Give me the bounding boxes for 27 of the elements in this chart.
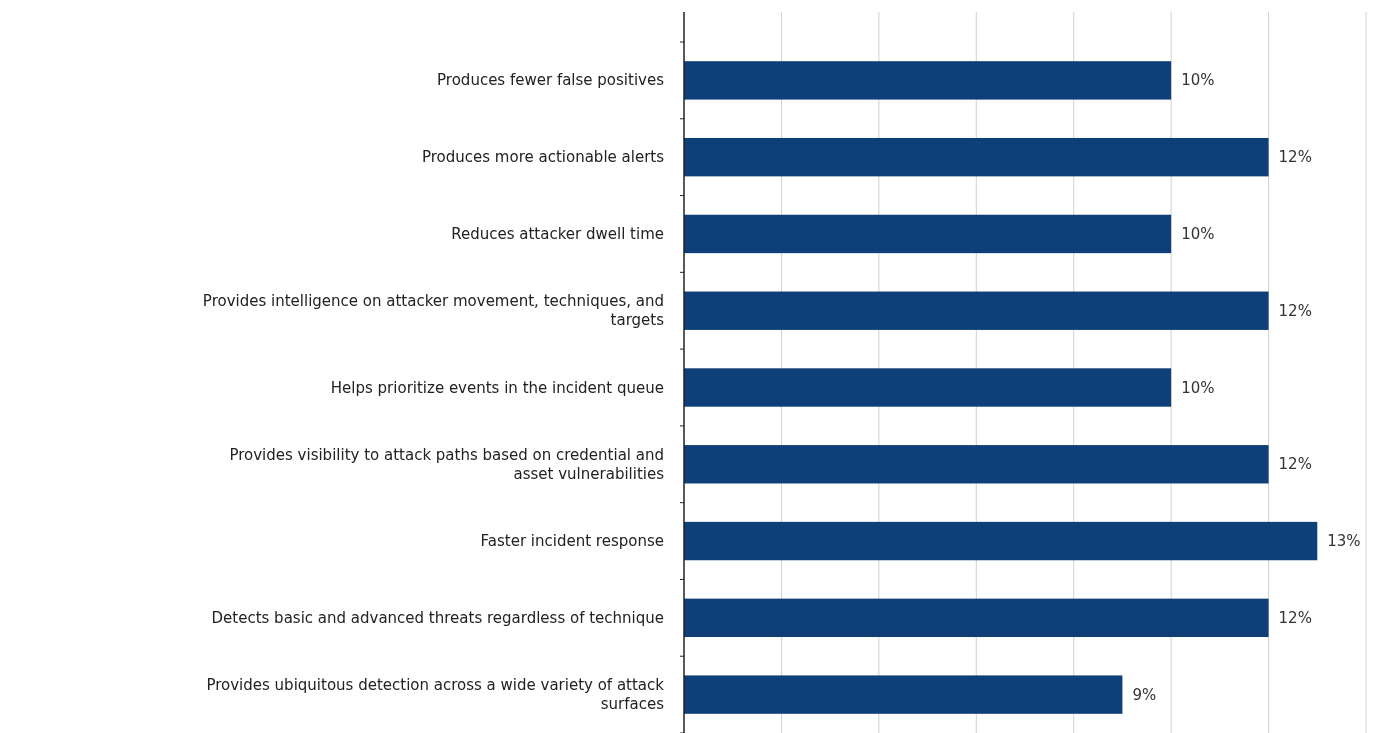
y-tick-label: Reduces attacker dwell time <box>451 224 664 243</box>
bar <box>684 61 1172 100</box>
y-tick-label: Produces fewer false positives <box>437 71 665 90</box>
bar <box>684 675 1123 714</box>
y-tick-label: Provides ubiquitous detection across a wide variety of attack surfaces <box>206 676 665 713</box>
data-label: 13% <box>1327 532 1361 551</box>
bar <box>684 598 1269 638</box>
data-label: 10% <box>1181 224 1215 243</box>
y-tick-label: Detects basic and advanced threats regardless of technique <box>211 608 664 627</box>
bar <box>684 137 1269 177</box>
data-label: 10% <box>1181 378 1215 397</box>
bar <box>684 291 1269 330</box>
data-label: 12% <box>1278 148 1312 167</box>
y-tick-label: Helps prioritize events in the incident queue <box>330 378 664 397</box>
bar <box>684 445 1269 484</box>
data-label: 10% <box>1181 71 1215 90</box>
y-tick-label: Provides intelligence on attacker movement, techniques, and targets <box>202 292 665 330</box>
bar <box>684 368 1172 407</box>
y-tick-label: Faster incident response <box>480 532 664 551</box>
y-tick-label: Produces more actionable alerts <box>421 148 665 167</box>
bar <box>684 214 1172 254</box>
y-tick-label: Provides visibility to attack paths based on credential and asset vulnerabilities <box>229 445 665 483</box>
data-label: 12% <box>1278 301 1312 320</box>
data-label: 9% <box>1132 685 1157 704</box>
bar <box>684 521 1318 561</box>
data-label: 12% <box>1278 455 1312 474</box>
data-label: 12% <box>1278 608 1312 627</box>
